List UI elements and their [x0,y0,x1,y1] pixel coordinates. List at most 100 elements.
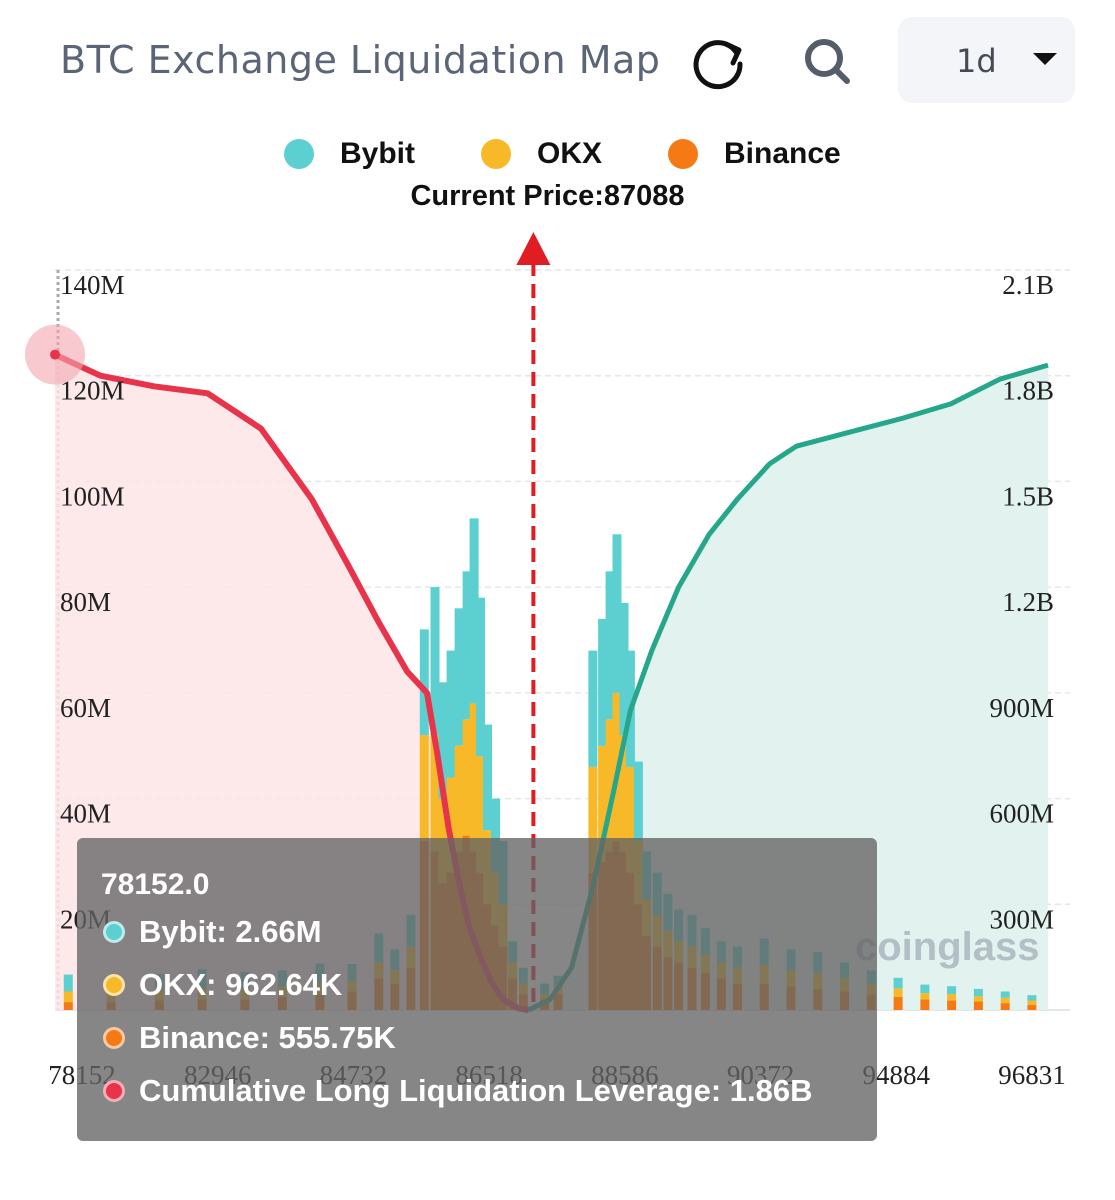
y-left-tick: 40M [60,799,111,829]
legend-label: Binance [724,137,841,170]
bar-bybit [430,587,440,736]
current-price-arrow [516,232,551,265]
tooltip-dot [103,1027,125,1049]
bar-okx [605,719,615,852]
bar-bybit [438,682,448,799]
y-right-tick: 1.8B [1002,376,1054,406]
bar-bybit [446,650,456,778]
bar-binance [893,996,903,1010]
chart-header: BTC Exchange Liquidation Map 1d [0,0,1115,120]
bar-okx [1000,997,1010,1004]
hover-indicator [25,324,85,385]
chevron-down-icon [1033,53,1057,65]
tooltip-dot [103,921,125,943]
bar-bybit [619,603,629,736]
tooltip-text: Bybit: 2.66M [139,914,322,949]
bar-bybit [1027,995,1037,1001]
bar-binance [947,1000,957,1010]
legend-label: Bybit [340,137,415,170]
bar-bybit [973,988,983,997]
interval-select[interactable]: 1d [898,17,1075,103]
bar-bybit [63,974,73,992]
bar-okx [1027,1000,1037,1005]
page-title: BTC Exchange Liquidation Map [60,38,661,82]
tooltip-title: 78152.0 [101,868,210,901]
y-right-tick: 300M [989,904,1054,934]
bar-okx [430,735,440,852]
tooltip-row-okx: OKX: 962.64K [103,965,342,1005]
interval-value: 1d [956,42,997,80]
watermark: coinglass [855,925,1040,969]
search-button[interactable] [796,30,860,94]
bar-okx [469,703,479,852]
bar-okx [973,996,983,1002]
tooltip-text: Binance: 555.75K [139,1020,396,1055]
bar-bybit [588,650,598,767]
y-left-tick: 100M [60,481,125,511]
bar-okx [462,719,472,836]
current-price-label: Current Price:87088 [410,180,685,212]
tooltip-text: OKX: 962.64K [139,967,343,1002]
bar-okx [625,766,635,873]
y-right-tick: 1.5B [1002,481,1054,511]
bar-okx [454,745,464,852]
y-left-tick: 80M [60,587,111,617]
bar-binance [1000,1003,1010,1010]
y-right-tick: 900M [989,693,1054,723]
bar-binance [1027,1004,1037,1010]
legend-item-okx[interactable]: OKX [481,136,602,172]
y-axis-left: 140M120M100M80M60M40M20M [60,270,125,934]
tooltip-text: Cumulative Long Liquidation Leverage: 1.… [139,1073,813,1108]
bar-bybit [612,534,622,693]
bar-okx [598,745,608,862]
bar-bybit [491,798,500,873]
bar-bybit [469,518,479,704]
tooltip-row-bybit: Bybit: 2.66M [103,912,322,952]
y-left-tick: 60M [60,693,111,723]
bar-bybit [454,608,464,746]
legend-dot [481,139,511,169]
bar-bybit [893,977,903,989]
tooltip-row-cumulative: Cumulative Long Liquidation Leverage: 1.… [103,1071,813,1111]
bar-okx [63,991,73,1003]
bar-bybit [1000,991,1010,998]
refresh-button[interactable] [686,30,750,94]
bar-bybit [947,986,957,995]
y-axis-right: 2.1B 1.8B 1.5B 1.2B 900M 600M 300M [989,270,1054,934]
bar-bybit [476,597,485,757]
tooltip-row-binance: Binance: 555.75K [103,1018,396,1058]
tooltip: 78152.0 Bybit: 2.66M OKX: 962.64K Binanc… [77,838,877,1141]
bar-okx [419,735,429,841]
legend-dot [668,139,698,169]
refresh-icon [693,40,743,90]
bar-okx [476,756,485,873]
legend-item-binance[interactable]: Binance [668,136,841,172]
bar-bybit [598,618,608,746]
y-right-tick: 2.1B [1002,270,1054,300]
y-right-tick: 600M [989,799,1054,829]
bar-okx [947,994,957,1001]
bar-bybit [605,571,615,720]
tooltip-dot [103,1080,125,1102]
bar-okx [920,993,930,1000]
tooltip-dot [103,974,125,996]
x-tick: 96831 [998,1060,1066,1090]
search-icon [805,39,850,84]
legend-label: OKX [537,137,603,170]
bar-bybit [419,629,429,736]
bar-bybit [483,724,492,831]
legend: Bybit OKX Binance [0,130,1115,180]
bar-okx [893,988,903,997]
y-left-tick: 120M [60,376,125,406]
y-right-tick: 1.2B [1002,587,1054,617]
bar-bybit [920,984,930,994]
legend-dot [284,139,314,169]
y-left-tick: 140M [60,270,125,300]
bar-bybit [633,761,643,841]
legend-item-bybit[interactable]: Bybit [284,136,415,172]
bar-bybit [462,571,472,720]
bar-binance [63,1002,73,1010]
bar-binance [973,1001,983,1010]
bar-okx [588,766,598,873]
bar-okx [619,735,629,852]
